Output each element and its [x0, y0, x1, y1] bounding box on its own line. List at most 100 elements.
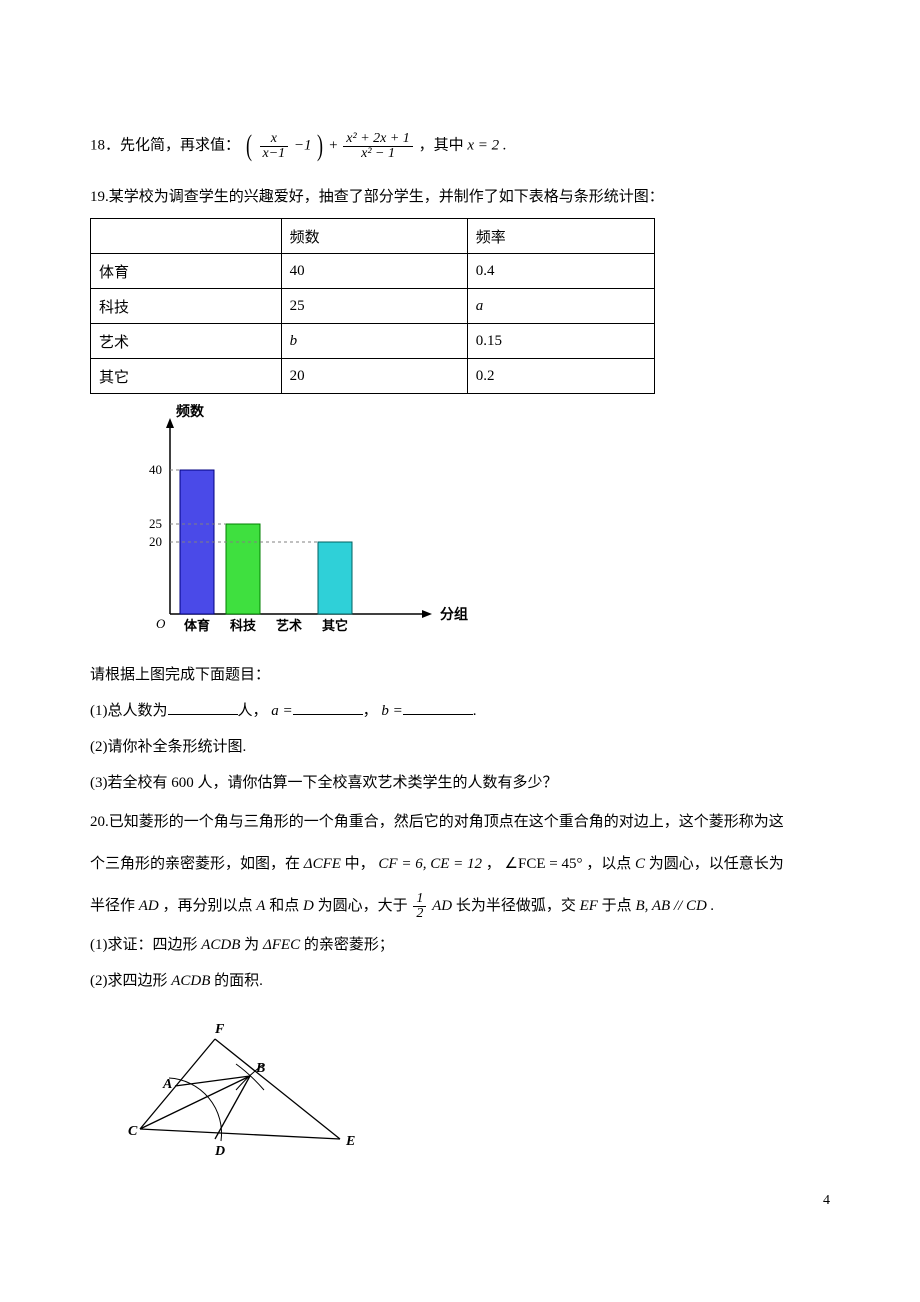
q20-l2e: ， — [486, 856, 501, 872]
table-cell: 科技 — [91, 289, 282, 324]
blank-a — [293, 700, 363, 715]
q20-p2b: ACDB — [171, 973, 210, 989]
q20-l2a: 个三角形的亲密菱形，如图，在 — [90, 856, 300, 872]
svg-text:20: 20 — [149, 534, 162, 549]
q20-halffrac: 1 2 — [413, 892, 426, 921]
table-row: 其它 20 0.2 — [91, 359, 655, 394]
lparen: ( — [246, 116, 252, 176]
q18-plus: + — [329, 137, 337, 153]
q19-intro: 19.某学校为调查学生的兴趣爱好，抽查了部分学生，并制作了如下表格与条形统计图： — [90, 182, 830, 212]
blank-total — [168, 700, 238, 715]
svg-text:O: O — [156, 616, 166, 631]
table-row: 科技 25 a — [91, 289, 655, 324]
q20-l3m: B, AB // CD . — [635, 898, 714, 914]
geom-svg: C D E F A B — [120, 1014, 370, 1164]
q20-p1b: ACDB — [201, 937, 240, 953]
svg-text:25: 25 — [149, 516, 162, 531]
q20-l2b: ΔCFE — [304, 856, 341, 872]
q18-frac2: x² + 2x + 1 x² − 1 — [343, 132, 413, 161]
svg-text:A: A — [162, 1077, 172, 1092]
table-cell: a — [467, 289, 654, 324]
q18-suffix: ，其中 — [419, 137, 464, 153]
q20-l2h: C — [635, 856, 645, 872]
table-row: 体育 40 0.4 — [91, 254, 655, 289]
q20-p1e: 的亲密菱形； — [304, 937, 394, 953]
q19-p1e: b = — [381, 703, 402, 719]
table-cell: 艺术 — [91, 324, 282, 359]
q19-p1c: a = — [271, 703, 292, 719]
q20-p2a: (2)求四边形 — [90, 973, 168, 989]
table-row: 艺术 b 0.15 — [91, 324, 655, 359]
q20-l3g: 为圆心，大于 — [318, 898, 408, 914]
q20-l3e: 和点 — [269, 898, 299, 914]
q20-l3c: ，再分别以点 — [163, 898, 253, 914]
svg-text:科技: 科技 — [230, 618, 257, 633]
q20-l2d: CF = 6, CE = 12 — [378, 856, 482, 872]
svg-text:C: C — [128, 1124, 138, 1139]
bar-chart-svg: 频数分组 O 20 25 40 体育 科技 艺术 其它 — [110, 404, 470, 654]
q20-l3d: A — [256, 898, 265, 914]
q19-table: 频数 频率 体育 40 0.4 科技 25 a 艺术 b 0.15 其它 20 … — [90, 218, 655, 394]
table-cell: 40 — [281, 254, 467, 289]
q20-p1c: 为 — [244, 937, 259, 953]
q20-l2i: 为圆心，以任意长为 — [649, 856, 784, 872]
q18-line: 18．先化简，再求值： ( x x−1 −1 ) + x² + 2x + 1 x… — [90, 116, 830, 176]
svg-text:分组: 分组 — [440, 606, 468, 623]
table-cell: 20 — [281, 359, 467, 394]
q19-p3: (3)若全校有 600 人，请你估算一下全校喜欢艺术类学生的人数有多少？ — [90, 768, 830, 798]
q20-p2c: 的面积. — [214, 973, 263, 989]
q18-cond: x = 2 . — [467, 137, 506, 153]
blank-b — [403, 700, 473, 715]
table-cell: 频数 — [281, 219, 467, 254]
q20-l3b: AD — [139, 898, 159, 914]
q20-l3l: 于点 — [602, 898, 632, 914]
svg-text:B: B — [255, 1061, 265, 1076]
q20-p1: (1)求证：四边形 ACDB 为 ΔFEC 的亲密菱形； — [90, 930, 830, 960]
table-cell: 频率 — [467, 219, 654, 254]
q20-l2: 个三角形的亲密菱形，如图，在 ΔCFE 中， CF = 6, CE = 12 ，… — [90, 846, 830, 882]
q19-p1b: 人， — [238, 703, 268, 719]
table-cell: 25 — [281, 289, 467, 324]
table-cell: b — [281, 324, 467, 359]
table-cell: 体育 — [91, 254, 282, 289]
svg-text:体育: 体育 — [184, 618, 210, 633]
q19-p1a: (1)总人数为 — [90, 703, 168, 719]
q19-p1: (1)总人数为 人， a = ， b =. — [90, 696, 830, 726]
q19-after: 请根据上图完成下面题目： — [90, 660, 830, 690]
rparen: ) — [317, 116, 323, 176]
q20-l1: 20.已知菱形的一个角与三角形的一个角重合，然后它的对角顶点在这个重合角的对边上… — [90, 804, 830, 840]
q20-figure: C D E F A B — [120, 1014, 830, 1169]
q19-p1d: ， — [363, 703, 378, 719]
svg-text:E: E — [345, 1134, 355, 1149]
svg-text:艺术: 艺术 — [276, 618, 302, 633]
q20-l2f: ∠FCE = 45° — [505, 856, 583, 872]
svg-text:F: F — [214, 1022, 225, 1037]
table-cell — [91, 219, 282, 254]
q20-l3f: D — [303, 898, 314, 914]
q20-l2c: 中， — [345, 856, 375, 872]
svg-text:其它: 其它 — [322, 618, 348, 633]
q20-l3k: EF — [580, 898, 598, 914]
q20-l2g: ，以点 — [586, 856, 631, 872]
q18-frac1: x x−1 — [260, 132, 289, 161]
q20-l3: 半径作 AD ，再分别以点 A 和点 D 为圆心，大于 1 2 AD 长为半径做… — [90, 888, 830, 924]
table-cell: 0.15 — [467, 324, 654, 359]
q20-p2: (2)求四边形 ACDB 的面积. — [90, 966, 830, 996]
table-cell: 0.2 — [467, 359, 654, 394]
table-cell: 其它 — [91, 359, 282, 394]
page-number: 4 — [823, 1193, 830, 1209]
q20-p1a: (1)求证：四边形 — [90, 937, 198, 953]
svg-text:40: 40 — [149, 462, 162, 477]
q18-minus1: −1 — [294, 137, 312, 153]
q20-l3i: AD — [432, 898, 452, 914]
q18-prefix: 18．先化简，再求值： — [90, 137, 240, 153]
q19-bar-chart: 频数分组 O 20 25 40 体育 科技 艺术 其它 — [110, 404, 470, 654]
q20-p1d: ΔFEC — [263, 937, 300, 953]
svg-text:D: D — [214, 1144, 225, 1159]
q19-p2: (2)请你补全条形统计图. — [90, 732, 830, 762]
table-cell: 0.4 — [467, 254, 654, 289]
q20-l3j: 长为半径做弧，交 — [456, 898, 576, 914]
q19-p1f: . — [473, 703, 477, 719]
svg-text:频数: 频数 — [176, 404, 205, 420]
q20-l3a: 半径作 — [90, 898, 135, 914]
